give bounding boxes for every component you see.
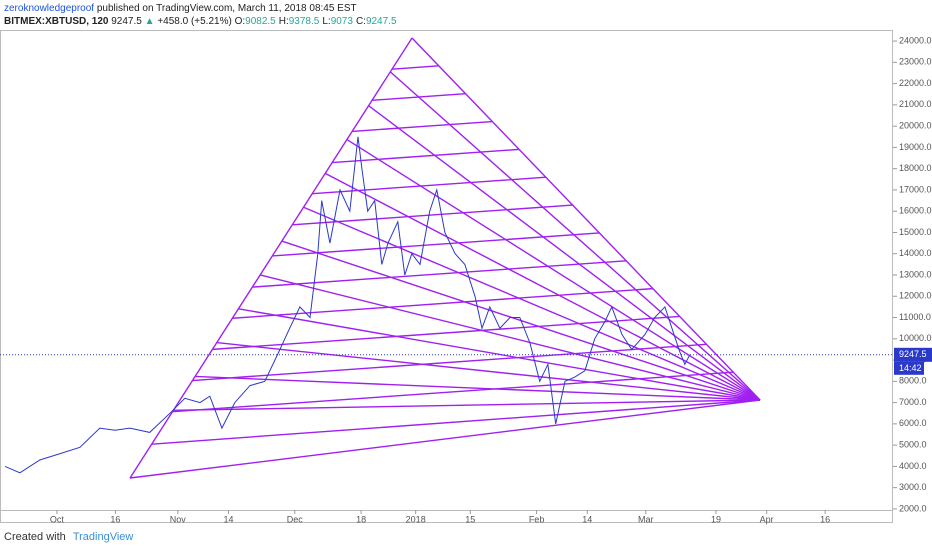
- x-tick-label: 16: [820, 514, 830, 524]
- x-tick-label: Oct: [50, 514, 65, 524]
- fan-drawing: [129, 37, 761, 479]
- y-tick-label: 11000.0: [899, 312, 931, 322]
- fan-line: [173, 399, 761, 412]
- y-tick-label: 21000.0: [899, 99, 932, 109]
- fan-line: [192, 343, 707, 382]
- x-tick-label: Apr: [760, 514, 774, 524]
- y-tick-label: 22000.0: [899, 78, 932, 88]
- published: published on TradingView.com, March 11, …: [96, 3, 357, 14]
- y-tick-label: 10000.0: [899, 333, 932, 343]
- x-tick-label: Dec: [287, 514, 304, 524]
- last-price-label: 9247.5: [899, 349, 927, 359]
- x-tick-label: Feb: [529, 514, 545, 524]
- x-tick-label: Nov: [170, 514, 187, 524]
- x-tick-label: 18: [356, 514, 366, 524]
- y-tick-label: 5000.0: [899, 440, 927, 450]
- footer: Created with TradingView: [4, 531, 133, 543]
- y-tick-label: 12000.0: [899, 291, 932, 301]
- countdown-label: 14:42: [899, 363, 922, 373]
- plot-frame: [0, 30, 893, 523]
- fan-line: [312, 176, 546, 195]
- fan-line: [352, 120, 493, 133]
- y-tick-label: 16000.0: [899, 206, 932, 216]
- x-tick-label: 19: [711, 514, 721, 524]
- created: Created with: [4, 531, 66, 543]
- y-tick-label: 14000.0: [899, 248, 932, 258]
- x-tick-label: 16: [110, 514, 120, 524]
- y-tick-label: 18000.0: [899, 163, 932, 173]
- ohlc-value: 9247.5: [365, 16, 397, 27]
- y-tick-label: 3000.0: [899, 482, 927, 492]
- y-tick-label: 13000.0: [899, 269, 932, 279]
- price: 9247.5: [111, 16, 142, 27]
- y-tick-label: 20000.0: [899, 121, 932, 131]
- x-tick-label: 14: [224, 514, 234, 524]
- countdown-box: [894, 361, 924, 375]
- ohlc-label: L:: [322, 16, 331, 27]
- fan-line: [259, 274, 761, 401]
- y-tick-label: 19000.0: [899, 142, 932, 152]
- header-line-1: zeroknowledgeproof published on TradingV…: [4, 3, 357, 14]
- author[interactable]: zeroknowledgeproof: [4, 3, 95, 14]
- ohlc-value: 9378.5: [288, 16, 320, 27]
- fan-line: [238, 308, 761, 401]
- y-tick-label: 4000.0: [899, 461, 927, 471]
- y-tick-label: 6000.0: [899, 418, 927, 428]
- fan-line: [232, 287, 653, 319]
- fan-line: [212, 315, 680, 351]
- y-tick-label: 8000.0: [899, 376, 927, 386]
- fan-line: [324, 172, 761, 401]
- fan-line: [411, 37, 761, 401]
- fan-line: [216, 341, 761, 401]
- fan-line: [346, 138, 761, 401]
- fan-line: [172, 371, 734, 413]
- brand[interactable]: TradingView: [72, 531, 134, 543]
- x-tick-label: 14: [582, 514, 592, 524]
- ohlc-value: 9082.5: [245, 16, 276, 27]
- price-line: [4, 136, 691, 474]
- fan-line: [272, 232, 600, 257]
- fan-line: [332, 148, 520, 164]
- fan-line: [151, 399, 761, 445]
- fan-line: [195, 375, 761, 401]
- fan-line: [129, 37, 413, 479]
- x-tick-label: 2018: [406, 514, 426, 524]
- y-tick-label: 24000.0: [899, 35, 932, 45]
- arrow: ▲: [144, 16, 155, 27]
- ohlc: O:9082.5 H:9378.5 L:9073 C:9247.5: [235, 16, 400, 27]
- fan-line: [129, 399, 761, 479]
- fan-line: [391, 65, 439, 70]
- fan-line: [303, 206, 761, 401]
- ohlc-label: O:: [234, 16, 246, 27]
- chart: 2000.0 3000.0 4000.0 5000.0 6000.0 7000.0 8000…: [0, 30, 932, 524]
- y-tick-label: 23000.0: [899, 57, 932, 67]
- header-line-2: BITMEX:XBTUSD, 120 9247.5 ▲ +458.0 (+5.2…: [4, 16, 400, 27]
- y-tick-label: 7000.0: [899, 397, 927, 407]
- ohlc-value: 9073: [330, 16, 353, 27]
- last-price-box: [894, 347, 932, 362]
- y-tick-label: 15000.0: [899, 227, 932, 237]
- ohlc-label: C:: [355, 16, 366, 27]
- fan-line: [292, 204, 573, 226]
- ohlc-label: H:: [278, 16, 289, 27]
- change: +458.0 (+5.21%): [157, 16, 232, 27]
- fan-line: [372, 92, 466, 101]
- symbol: BITMEX:XBTUSD, 120: [4, 16, 109, 27]
- x-tick-label: 15: [465, 514, 475, 524]
- fan-line: [368, 105, 761, 401]
- y-tick-label: 17000.0: [899, 184, 932, 194]
- y-tick-label: 2000.0: [899, 503, 927, 513]
- x-tick-label: Mar: [638, 514, 654, 524]
